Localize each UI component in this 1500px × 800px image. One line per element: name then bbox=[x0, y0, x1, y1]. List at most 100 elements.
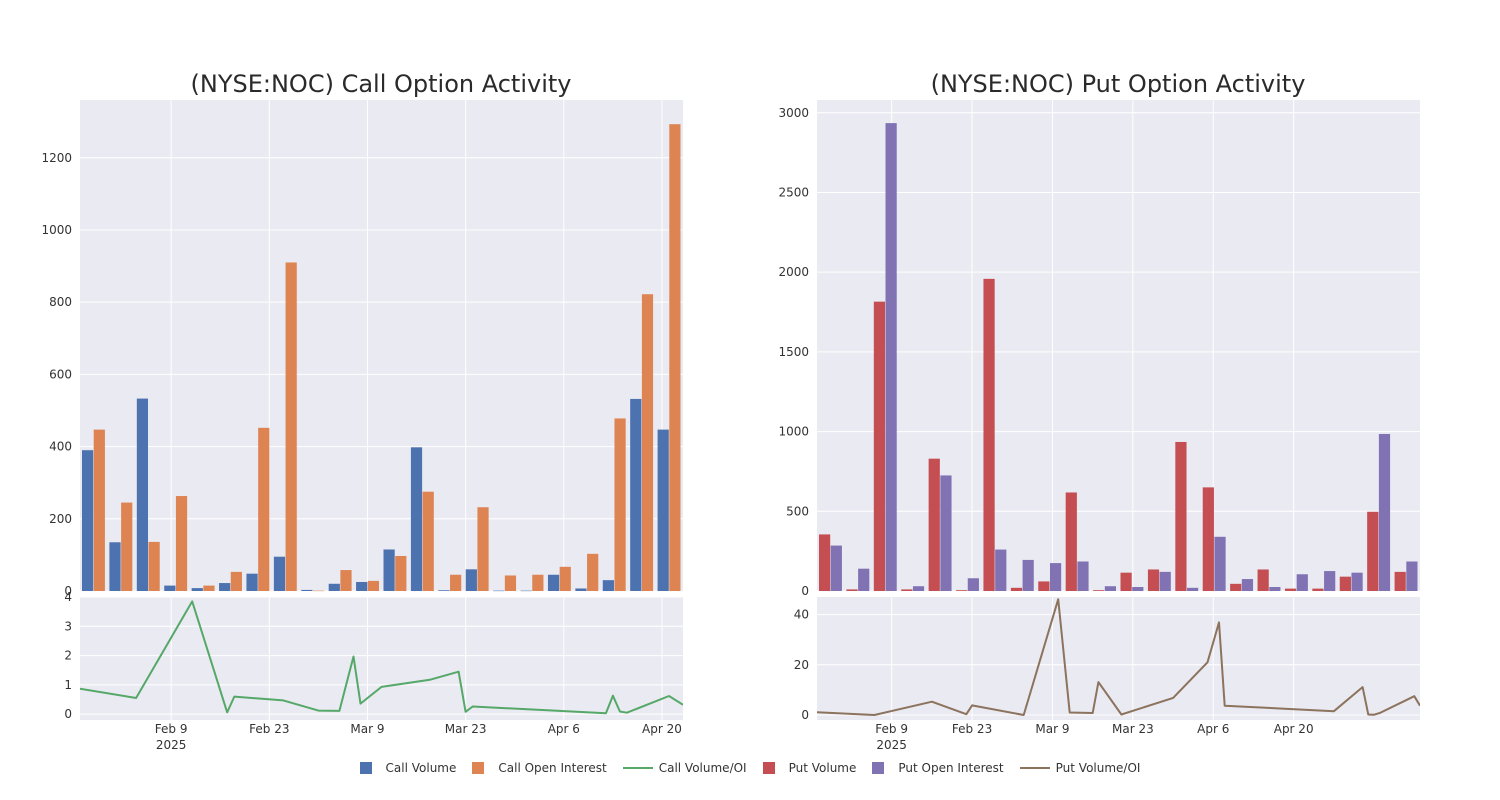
put-volume-bar bbox=[928, 458, 940, 591]
put-volume-bar bbox=[956, 590, 968, 591]
call-volume-bar bbox=[301, 589, 313, 591]
call-volume-bar bbox=[273, 556, 286, 591]
put-volume-bar bbox=[1257, 569, 1269, 591]
y-tick-label: 0 bbox=[64, 584, 72, 598]
x-tick-year-label: 2025 bbox=[876, 738, 907, 752]
legend-label: Put Open Interest bbox=[898, 761, 1004, 775]
put-open-interest-bar bbox=[1324, 571, 1336, 591]
y-tick-label: 3000 bbox=[778, 106, 809, 120]
call-x-axis: Feb 9 2025 Feb 23 Mar 9 Mar 23 Apr 6 Apr 20 bbox=[155, 722, 682, 752]
x-tick-label: Apr 6 bbox=[1197, 722, 1229, 736]
put-open-interest-bar bbox=[1049, 563, 1062, 591]
y-tick-label: 2500 bbox=[778, 185, 809, 199]
put-open-interest-bar bbox=[1104, 586, 1116, 591]
legend-label: Call Volume bbox=[385, 761, 457, 775]
put-volume-bar bbox=[901, 589, 913, 591]
legend-color-swatch bbox=[359, 762, 372, 774]
x-tick-year-label: 2025 bbox=[156, 738, 187, 752]
put-open-interest-bar bbox=[940, 475, 952, 591]
call-volume-bar bbox=[328, 583, 340, 591]
put-open-interest-bar bbox=[1077, 561, 1089, 591]
put-open-interest-bar bbox=[912, 586, 925, 591]
y-tick-label: 600 bbox=[49, 367, 72, 381]
call-open-interest-bar bbox=[367, 580, 379, 591]
put-volume-bar bbox=[1312, 588, 1324, 591]
put-open-interest-bar bbox=[1241, 579, 1254, 591]
put-volume-bar bbox=[1175, 441, 1187, 591]
put-open-interest-bar bbox=[1378, 433, 1391, 591]
call-open-interest-bar bbox=[312, 590, 325, 592]
call-volume-bar bbox=[657, 429, 669, 591]
x-tick-label: Feb 23 bbox=[952, 722, 992, 736]
put-open-interest-bar bbox=[1406, 561, 1418, 591]
call-open-interest-bar bbox=[669, 124, 681, 592]
put-volume-oi-line bbox=[817, 598, 1420, 716]
legend-label: Call Volume/OI bbox=[658, 761, 747, 775]
call-volume-bar bbox=[356, 581, 368, 591]
put-bars bbox=[819, 123, 1418, 591]
legend-color-swatch bbox=[872, 762, 885, 774]
put-open-interest-bar bbox=[1022, 559, 1034, 591]
call-open-interest-bar bbox=[175, 496, 188, 591]
call-volume-bar bbox=[547, 574, 560, 591]
x-tick-label: Feb 23 bbox=[249, 722, 289, 736]
put-volume-bar bbox=[983, 278, 995, 591]
call-volume-bar bbox=[520, 590, 532, 592]
y-tick-label: 3 bbox=[64, 619, 72, 633]
put-open-interest-bar bbox=[1187, 587, 1199, 591]
put-volume-bar bbox=[1010, 587, 1023, 591]
put-bar-y-axis: 0 500 1000 1500 2000 2500 3000 bbox=[778, 106, 809, 598]
call-open-interest-bar bbox=[477, 507, 489, 591]
call-volume-bar bbox=[630, 398, 642, 591]
y-tick-label: 200 bbox=[49, 512, 72, 526]
y-tick-label: 1500 bbox=[778, 345, 809, 359]
put-open-interest-bar bbox=[858, 568, 870, 591]
call-open-interest-bar bbox=[258, 427, 270, 591]
x-tick-label: Feb 9 bbox=[875, 722, 908, 736]
put-volume-bar bbox=[1202, 487, 1214, 591]
put-open-interest-bar bbox=[1214, 536, 1226, 591]
call-volume-oi-line bbox=[80, 600, 683, 715]
y-tick-label: 1000 bbox=[778, 425, 809, 439]
x-tick-label: Apr 6 bbox=[548, 722, 580, 736]
put-open-interest-bar bbox=[1351, 572, 1363, 591]
call-bar-plot-area bbox=[80, 100, 683, 591]
call-volume-bar bbox=[109, 542, 121, 591]
put-volume-bar bbox=[819, 534, 831, 591]
call-ratio-plot-area bbox=[80, 597, 683, 720]
call-bar-y-axis: 0 200 400 600 800 1000 1200 bbox=[41, 151, 72, 598]
put-volume-bar bbox=[1147, 569, 1160, 591]
call-volume-bar bbox=[219, 583, 231, 591]
call-volume-bar bbox=[383, 549, 395, 591]
y-tick-label: 0 bbox=[801, 708, 809, 722]
put-open-interest-bar bbox=[885, 123, 897, 591]
put-open-interest-bar bbox=[967, 578, 979, 591]
call-open-interest-bar bbox=[230, 571, 242, 591]
call-ratio-line bbox=[80, 600, 683, 715]
call-volume-bar bbox=[191, 588, 203, 591]
put-volume-bar bbox=[1230, 583, 1242, 591]
y-tick-label: 1200 bbox=[41, 151, 72, 165]
call-volume-bar bbox=[246, 573, 258, 591]
put-chart-title: (NYSE:NOC) Put Option Activity bbox=[931, 70, 1306, 98]
call-open-interest-bar bbox=[203, 585, 215, 591]
put-bar-plot-area bbox=[817, 100, 1420, 591]
call-open-interest-bar bbox=[148, 541, 160, 591]
call-volume-bar bbox=[410, 447, 423, 591]
call-open-interest-bar bbox=[641, 294, 654, 591]
y-tick-label: 800 bbox=[49, 295, 72, 309]
y-tick-label: 2000 bbox=[778, 265, 809, 279]
put-x-axis: Feb 9 2025 Feb 23 Mar 9 Mar 23 Apr 6 Apr 20 bbox=[875, 722, 1313, 752]
call-volume-bar bbox=[164, 585, 176, 591]
put-open-interest-bar bbox=[830, 545, 842, 591]
put-volume-bar bbox=[1120, 572, 1132, 591]
y-tick-label: 0 bbox=[64, 707, 72, 721]
legend-color-swatch bbox=[472, 762, 485, 774]
legend-item: Call Open Interest bbox=[472, 761, 607, 775]
put-volume-bar bbox=[1284, 588, 1297, 591]
call-open-interest-bar bbox=[285, 262, 297, 591]
call-volume-bar bbox=[465, 569, 477, 591]
y-tick-label: 40 bbox=[794, 608, 809, 622]
legend-line-swatch bbox=[1019, 767, 1050, 769]
